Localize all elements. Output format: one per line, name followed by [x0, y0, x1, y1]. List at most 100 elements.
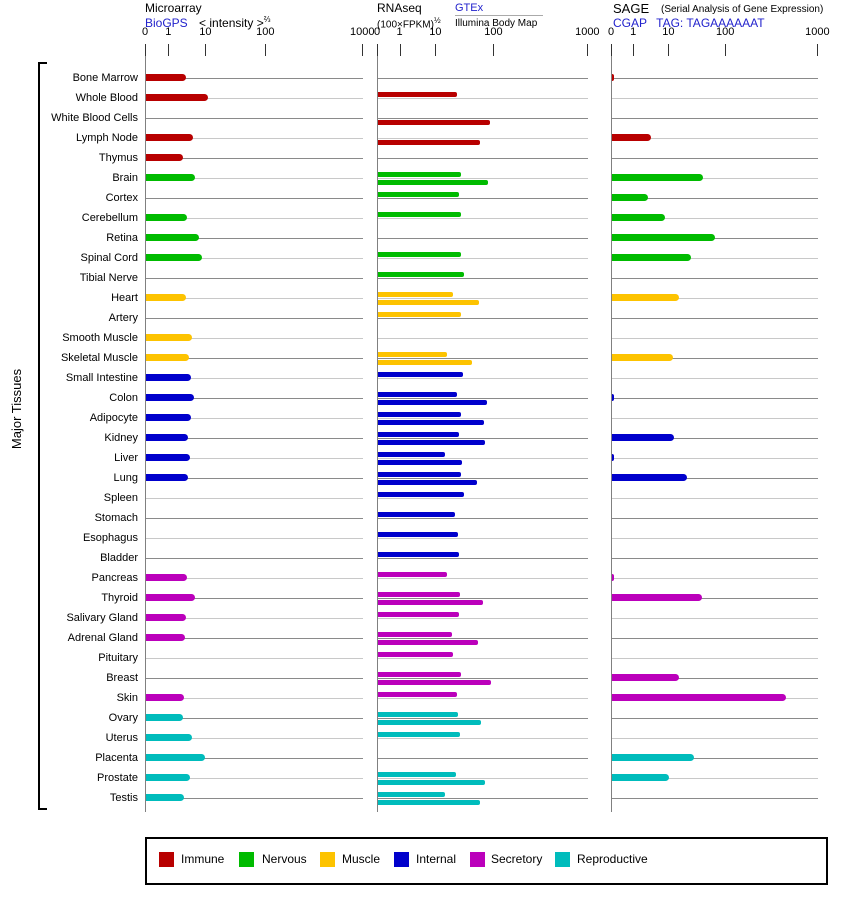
row-baseline — [146, 318, 363, 319]
microarray-bar — [146, 774, 191, 781]
axis-tick-mark — [668, 44, 670, 56]
rnaseq-title: RNAseq — [377, 1, 422, 15]
rnaseq-gtex-bar — [378, 172, 461, 177]
row-baseline — [612, 298, 818, 299]
rnaseq-illumina-bar — [378, 800, 480, 805]
row-baseline — [612, 178, 818, 179]
rnaseq-scale-exponent: ½ — [433, 16, 441, 25]
row-baseline — [146, 338, 363, 339]
rnaseq-gtex-bar — [378, 532, 459, 537]
rnaseq-gtex-bar — [378, 732, 460, 737]
microarray-bar — [146, 734, 192, 741]
tissue-label: Kidney — [104, 432, 138, 444]
legend-label-secretory: Secretory — [491, 852, 543, 866]
row-baseline — [612, 278, 818, 279]
sage-bar — [612, 74, 614, 81]
row-baseline — [146, 758, 363, 759]
row-baseline — [146, 358, 363, 359]
microarray-bar — [146, 434, 188, 441]
rnaseq-gtex-bar — [378, 392, 458, 397]
row-baseline — [146, 118, 363, 119]
microarray-bar — [146, 694, 185, 701]
row-baseline — [612, 718, 818, 719]
rnaseq-gtex-bar — [378, 652, 454, 657]
legend-label-nervous: Nervous — [262, 852, 307, 866]
row-baseline — [612, 538, 818, 539]
rnaseq-illumina-bar — [378, 460, 463, 465]
row-baseline — [146, 238, 363, 239]
rnaseq-gtex-bar — [378, 492, 464, 497]
axis-tick-mark — [168, 44, 170, 56]
tissue-label: Testis — [109, 792, 138, 804]
tissue-label: Spinal Cord — [80, 252, 138, 264]
row-baseline — [612, 678, 818, 679]
row-baseline — [612, 558, 818, 559]
row-baseline — [378, 238, 588, 239]
tissue-label: Uterus — [105, 732, 138, 744]
microarray-bar — [146, 234, 200, 241]
tissue-bracket-bottom-tick — [38, 808, 47, 810]
sage-subtitle: (Serial Analysis of Gene Expression) — [661, 4, 824, 15]
axis-tick-label: 0 — [141, 26, 149, 38]
microarray-bar — [146, 454, 191, 461]
axis-tick-mark — [435, 44, 437, 56]
rnaseq-gtex-bar — [378, 412, 462, 417]
axis-tick-mark — [377, 44, 378, 56]
axis-tick-mark — [587, 44, 589, 56]
microarray-bar — [146, 254, 203, 261]
row-baseline — [612, 738, 818, 739]
legend-label-reproductive: Reproductive — [577, 852, 648, 866]
rnaseq-illumina-bar — [378, 120, 491, 125]
microarray-bar — [146, 354, 189, 361]
row-baseline — [378, 518, 588, 519]
tissue-label: Bladder — [100, 552, 138, 564]
row-baseline — [612, 338, 818, 339]
tissue-bracket-line — [38, 62, 40, 810]
row-baseline — [612, 218, 818, 219]
axis-tick-label: 100 — [256, 26, 275, 38]
row-baseline — [378, 358, 588, 359]
legend-swatch-nervous — [239, 852, 254, 867]
biogps-link[interactable]: BioGPS — [145, 16, 188, 30]
axis-tick-label: 10 — [429, 26, 442, 38]
tissue-label: Colon — [109, 392, 138, 404]
tissue-label: Heart — [111, 292, 138, 304]
row-baseline — [146, 198, 363, 199]
axis-tick-label: 1 — [165, 26, 172, 38]
legend-label-internal: Internal — [416, 852, 457, 866]
tissue-label: Pituitary — [98, 652, 138, 664]
tissue-label: Placenta — [95, 752, 138, 764]
gtex-link[interactable]: GTEx — [455, 2, 484, 14]
row-baseline — [378, 318, 588, 319]
row-baseline — [146, 638, 363, 639]
axis-tick-mark — [265, 44, 267, 56]
cgap-link[interactable]: CGAP — [613, 16, 647, 30]
illumina-body-map-label: Illumina Body Map — [455, 18, 538, 29]
tissue-label: Cortex — [105, 192, 138, 204]
row-baseline — [612, 238, 818, 239]
row-baseline — [146, 518, 363, 519]
tissue-label: Adipocyte — [89, 412, 138, 424]
row-baseline — [146, 278, 363, 279]
row-baseline — [612, 258, 818, 259]
rnaseq-gtex-bar — [378, 272, 464, 277]
microarray-bar — [146, 94, 208, 101]
sage-bar — [612, 454, 614, 461]
tissue-label: Small Intestine — [65, 372, 138, 384]
row-baseline — [146, 738, 363, 739]
row-baseline — [146, 778, 363, 779]
tissue-label: Skeletal Muscle — [60, 352, 138, 364]
microarray-bar — [146, 74, 186, 81]
row-baseline — [378, 678, 588, 679]
tissue-label: Thyroid — [101, 592, 138, 604]
legend-label-immune: Immune — [181, 852, 225, 866]
rnaseq-gtex-bar — [378, 692, 458, 697]
panel-left-border — [611, 44, 612, 812]
tissue-label: Pancreas — [91, 572, 138, 584]
row-baseline — [612, 498, 818, 499]
sage-bar — [612, 474, 687, 481]
sage-bar — [612, 174, 703, 181]
microarray-bar — [146, 294, 186, 301]
row-baseline — [612, 398, 818, 399]
row-baseline — [612, 78, 818, 79]
